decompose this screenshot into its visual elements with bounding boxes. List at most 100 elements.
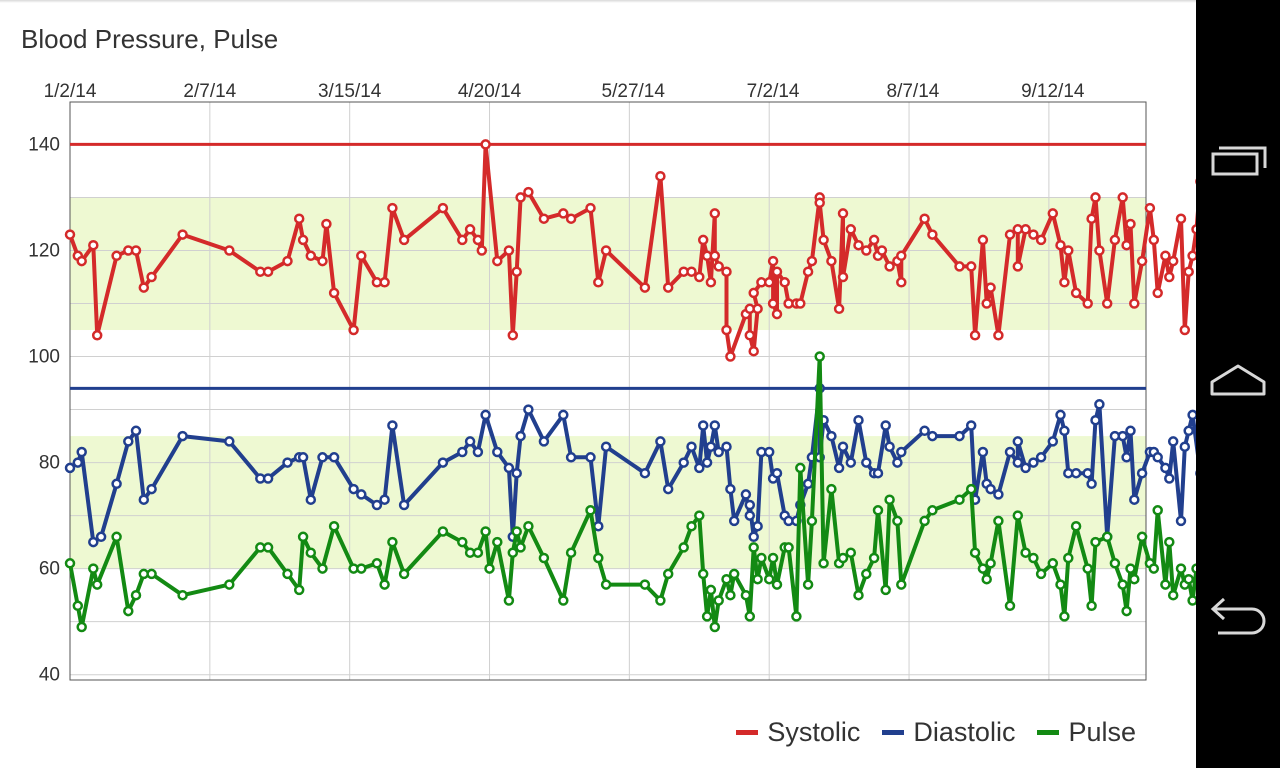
data-point-pulse	[892, 515, 903, 527]
data-point-diastolic	[1082, 467, 1093, 479]
data-point-systolic	[802, 266, 814, 277]
data-point-systolic	[639, 282, 651, 293]
legend-swatch-systolic	[736, 729, 759, 735]
data-point-pulse	[721, 573, 732, 585]
data-point-pulse	[585, 505, 596, 516]
data-point-systolic	[1086, 213, 1097, 224]
data-point-pulse	[868, 552, 880, 564]
data-point-systolic	[130, 245, 142, 256]
action-bar-shadow	[0, 0, 1196, 3]
data-point-pulse	[317, 563, 328, 574]
data-point-systolic	[763, 277, 775, 288]
data-point-pulse	[328, 520, 340, 532]
data-point-diastolic	[111, 478, 122, 490]
data-point-systolic	[1047, 208, 1059, 219]
data-point-systolic	[896, 250, 907, 262]
data-point-systolic	[472, 234, 484, 246]
data-point-systolic	[328, 287, 340, 299]
data-point-diastolic	[1086, 478, 1097, 490]
data-point-diastolic	[709, 420, 721, 431]
data-point-diastolic	[1164, 473, 1175, 484]
data-point-diastolic	[1187, 409, 1196, 421]
back-button[interactable]	[1196, 558, 1280, 678]
data-point-diastolic	[713, 446, 724, 458]
data-point-diastolic	[317, 452, 328, 463]
data-point-systolic	[662, 282, 674, 293]
data-point-systolic	[262, 266, 274, 277]
data-point-pulse	[1164, 536, 1175, 548]
data-point-diastolic	[880, 420, 891, 431]
data-point-systolic	[507, 330, 519, 341]
data-point-diastolic	[678, 457, 689, 468]
data-point-systolic	[1148, 234, 1160, 246]
data-point-pulse	[1125, 563, 1136, 574]
recent-apps-button[interactable]	[1196, 100, 1280, 220]
data-point-diastolic	[1090, 414, 1101, 426]
data-point-diastolic	[305, 494, 317, 505]
data-point-pulse	[896, 579, 907, 590]
data-point-systolic	[476, 245, 488, 256]
data-point-systolic	[705, 277, 717, 288]
data-point-systolic	[748, 287, 759, 299]
data-point-systolic	[480, 139, 491, 150]
data-point-pulse	[927, 505, 938, 516]
y-tick-label: 120	[28, 240, 60, 261]
data-point-diastolic	[721, 441, 732, 452]
data-point-systolic	[837, 208, 849, 219]
data-point-diastolic	[728, 515, 740, 527]
data-point-pulse	[965, 483, 977, 495]
data-point-diastolic	[845, 457, 857, 468]
data-point-diastolic	[177, 430, 188, 442]
data-point-pulse	[884, 494, 895, 505]
data-point-systolic	[1020, 224, 1031, 235]
data-point-diastolic	[993, 489, 1004, 500]
data-point-systolic	[1028, 229, 1039, 240]
x-tick-label: 3/15/14	[318, 81, 382, 102]
data-point-diastolic	[1020, 462, 1031, 474]
data-point-pulse	[371, 558, 383, 569]
legend-item-pulse: Pulse	[1037, 717, 1136, 748]
data-point-systolic	[538, 213, 550, 224]
data-point-systolic	[356, 250, 367, 262]
data-point-systolic	[806, 255, 818, 267]
data-point-systolic	[1035, 234, 1047, 246]
x-tick-label: 9/12/14	[1021, 81, 1085, 102]
data-point-systolic	[845, 224, 857, 235]
data-point-diastolic	[1055, 409, 1066, 421]
home-button[interactable]	[1196, 324, 1280, 444]
data-point-pulse	[515, 542, 526, 553]
data-point-systolic	[76, 255, 87, 267]
data-point-pulse	[837, 552, 849, 564]
data-point-systolic	[686, 266, 697, 277]
data-point-systolic	[1094, 245, 1105, 256]
y-tick-label: 140	[28, 134, 60, 155]
data-point-diastolic	[1160, 462, 1171, 474]
data-point-systolic	[224, 245, 235, 256]
data-point-systolic	[1179, 324, 1191, 336]
data-point-diastolic	[348, 483, 359, 495]
data-point-diastolic	[1167, 436, 1179, 447]
data-point-diastolic	[884, 441, 895, 452]
data-point-diastolic	[1094, 399, 1105, 410]
data-point-systolic	[558, 208, 569, 219]
data-point-systolic	[437, 202, 449, 214]
data-point-diastolic	[1129, 494, 1140, 505]
data-point-systolic	[293, 213, 305, 224]
data-point-systolic	[837, 271, 849, 283]
data-point-pulse	[826, 483, 837, 495]
recent-apps-icon	[1211, 146, 1267, 176]
data-point-systolic	[1152, 287, 1163, 299]
data-point-diastolic	[837, 441, 849, 452]
data-point-systolic	[752, 303, 763, 315]
data-point-pulse	[1121, 605, 1132, 617]
data-point-pulse	[872, 505, 884, 516]
data-point-diastolic	[95, 531, 107, 543]
data-point-pulse	[507, 547, 519, 558]
x-tick-label: 4/20/14	[458, 81, 522, 102]
data-point-pulse	[492, 536, 503, 548]
data-point-pulse	[697, 568, 709, 580]
y-tick-label: 80	[39, 453, 60, 474]
data-point-pulse	[678, 542, 689, 553]
data-point-diastolic	[1028, 457, 1039, 468]
data-point-pulse	[752, 573, 763, 585]
